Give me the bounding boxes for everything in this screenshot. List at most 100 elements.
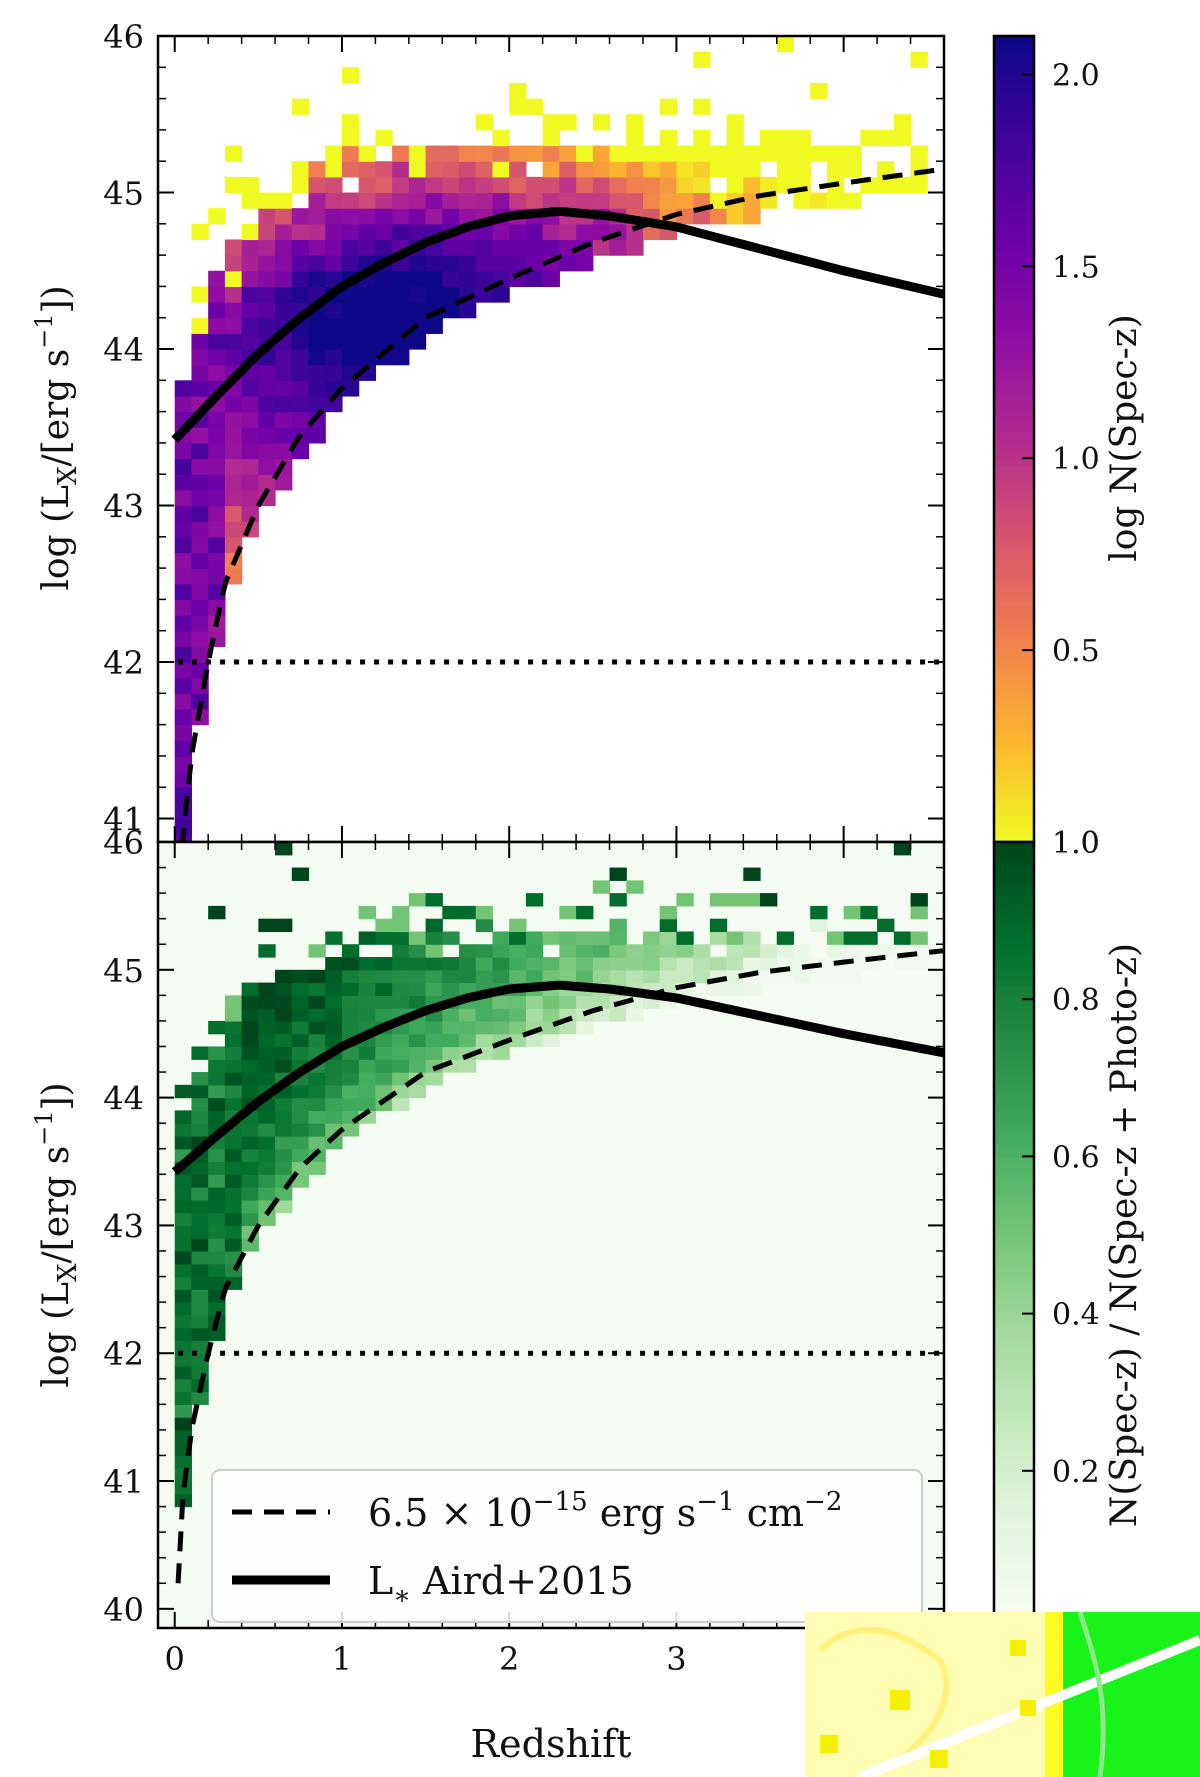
colorbar-segment — [994, 432, 1034, 440]
colorbar-segment — [994, 271, 1034, 279]
heatmap-cell — [341, 1008, 360, 1022]
colorbar-segment — [994, 217, 1034, 225]
heatmap-cell — [609, 867, 627, 881]
heatmap-cell — [208, 458, 226, 475]
colorbar-segment — [994, 1483, 1034, 1492]
heatmap-cell — [626, 176, 644, 194]
colorbar-segment — [994, 371, 1034, 380]
heatmap-cell — [392, 223, 410, 241]
heatmap-cell — [743, 944, 761, 958]
heatmap-cell — [726, 161, 744, 178]
heatmap-cell — [191, 1212, 209, 1227]
heatmap-cell — [676, 931, 694, 945]
heatmap-cell — [358, 1097, 376, 1111]
heatmap-cell — [224, 1020, 243, 1035]
heatmap-cell — [525, 969, 544, 984]
heatmap-cell — [743, 176, 761, 194]
heatmap-cell — [408, 957, 427, 971]
heatmap-cell — [375, 270, 393, 288]
heatmap-cell — [224, 474, 243, 491]
heatmap-cell — [291, 349, 310, 366]
colorbar-segment — [994, 979, 1034, 987]
heatmap-cell — [509, 255, 527, 272]
heatmap-cell — [877, 176, 895, 194]
heatmap-cell — [525, 176, 544, 194]
heatmap-cell — [576, 944, 594, 958]
colorbar-segment — [994, 190, 1034, 198]
heatmap-cell — [893, 129, 912, 147]
heatmap-cell — [191, 286, 209, 303]
heatmap-cell — [174, 380, 193, 397]
colorbar-segment — [994, 445, 1034, 454]
heatmap-cell — [392, 931, 410, 945]
heatmap-cell — [576, 969, 594, 984]
heatmap-cell — [910, 51, 928, 68]
heatmap-cell — [676, 944, 694, 958]
heatmap-cell — [258, 1008, 276, 1022]
heatmap-cell — [475, 944, 494, 958]
heatmap-cell — [325, 223, 343, 241]
heatmap-cell — [459, 1033, 477, 1048]
heatmap-cell — [291, 380, 310, 397]
heatmap-cell — [241, 333, 259, 350]
heatmap-cell — [258, 458, 276, 475]
heatmap-cell — [291, 867, 310, 881]
heatmap-cell — [208, 1020, 226, 1035]
colorbar-segment — [994, 385, 1034, 393]
heatmap-cell — [626, 161, 644, 178]
colorbar-segment — [994, 580, 1034, 588]
heatmap-cell — [475, 918, 494, 933]
heatmap-cell — [475, 905, 494, 920]
colorbar-segment — [994, 277, 1034, 286]
heatmap-cell — [224, 145, 243, 162]
heatmap-cell — [442, 270, 460, 288]
heatmap-cell — [208, 1084, 226, 1099]
heatmap-cell — [492, 161, 510, 178]
heatmap-cell — [174, 724, 193, 741]
colorbar-segment — [994, 1241, 1034, 1249]
heatmap-cell — [258, 918, 276, 933]
heatmap-cell — [492, 239, 510, 256]
heatmap-cell — [224, 1046, 243, 1060]
heatmap-cell — [291, 1033, 310, 1048]
heatmap-cell — [358, 145, 376, 162]
heatmap-cell — [241, 1072, 259, 1086]
colorbar-segment — [994, 338, 1034, 346]
heatmap-cell — [224, 1084, 243, 1099]
colorbar-segment — [994, 1090, 1034, 1099]
bottom-guide-lines — [171, 948, 944, 1584]
colorbar-segment — [994, 573, 1034, 581]
heatmap-cell — [174, 1174, 193, 1188]
heatmap-cell — [258, 474, 276, 491]
heatmap-cell — [592, 192, 611, 209]
heatmap-cell — [224, 1097, 243, 1111]
heatmap-cell — [893, 957, 912, 971]
heatmap-cell — [609, 957, 627, 971]
heatmap-cell — [492, 192, 510, 209]
colorbar-segment — [994, 1031, 1034, 1040]
heatmap-cell — [726, 176, 744, 194]
heatmap-cell — [392, 944, 410, 958]
heatmap-cell — [191, 1161, 209, 1175]
heatmap-cell — [793, 129, 811, 147]
colorbar-segment — [994, 868, 1034, 876]
heatmap-cell — [776, 36, 795, 53]
heatmap-cell — [291, 969, 310, 984]
colorbar-segment — [994, 136, 1034, 145]
heatmap-cell — [224, 1135, 243, 1150]
heatmap-cell — [509, 931, 527, 945]
heatmap-cell — [308, 1020, 326, 1035]
heatmap-cell — [375, 995, 393, 1009]
heatmap-cell — [642, 969, 661, 984]
heatmap-cell — [275, 1161, 293, 1175]
colorbar-segment — [994, 1300, 1034, 1308]
heatmap-cell — [425, 208, 443, 225]
heatmap-cell — [509, 98, 527, 115]
heatmap-cell — [659, 905, 678, 920]
colorbar-segment — [994, 1104, 1034, 1112]
heatmap-cell — [308, 427, 326, 444]
colorbar-segment — [994, 391, 1034, 400]
heatmap-cell — [308, 1135, 326, 1150]
heatmap-cell — [509, 82, 527, 100]
heatmap-cell — [358, 192, 376, 209]
